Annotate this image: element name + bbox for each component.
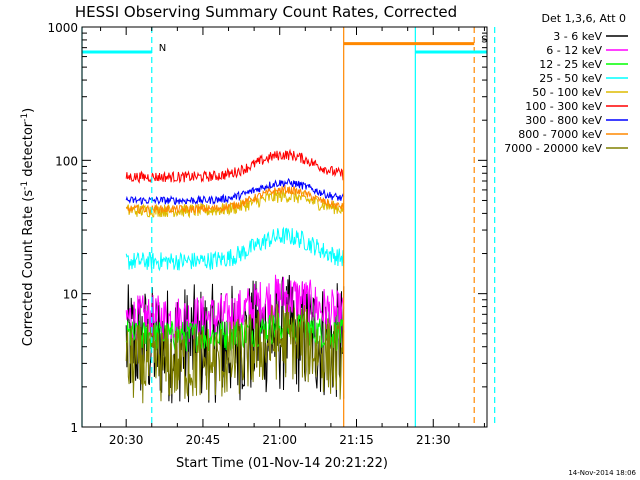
footer-timestamp: 14-Nov-2014 18:06 <box>568 469 636 477</box>
series-line <box>125 177 345 206</box>
legend-title: Det 1,3,6, Att 0 <box>542 12 626 25</box>
y-tick-label: 10 <box>63 288 78 302</box>
chart-title: HESSI Observing Summary Count Rates, Cor… <box>75 3 457 21</box>
series-line <box>126 184 345 215</box>
x-tick-label: 20:30 <box>109 433 144 447</box>
x-tick-label: 21:30 <box>416 433 451 447</box>
x-tick-label: 20:45 <box>186 433 221 447</box>
x-axis-label: Start Time (01-Nov-14 20:21:22) <box>176 456 388 471</box>
series-line <box>125 304 345 404</box>
legend-entry-label: 100 - 300 keV <box>525 100 602 113</box>
legend-entry-label: 7000 - 20000 keV <box>504 142 602 155</box>
legend-entry-label: 800 - 7000 keV <box>518 128 602 141</box>
flag-label: N <box>159 43 166 54</box>
y-axis-label: Corrected Count Rate (s-1 detector-1) <box>20 108 36 346</box>
legend-entry-label: 3 - 6 keV <box>553 30 602 43</box>
y-tick-label: 1 <box>70 421 78 435</box>
series-line <box>125 226 345 272</box>
legend-entry-label: 6 - 12 keV <box>546 44 602 57</box>
legend-entry-label: 25 - 50 keV <box>539 72 602 85</box>
y-tick-label: 100 <box>55 154 78 168</box>
series-line <box>125 148 345 184</box>
legend-entry-label: 300 - 800 keV <box>525 114 602 127</box>
plot-frame <box>81 26 488 428</box>
legend-entry-label: 50 - 100 keV <box>532 86 602 99</box>
legend-entry-label: 12 - 25 keV <box>539 58 602 71</box>
series-layer <box>125 148 345 404</box>
tick-layer: 20:30 20:45 21:00 21:15 21:30 1 10 100 1000 <box>47 21 487 447</box>
x-tick-label: 21:00 <box>262 433 297 447</box>
x-tick-label: 21:15 <box>339 433 374 447</box>
y-tick-label: 1000 <box>47 21 78 35</box>
